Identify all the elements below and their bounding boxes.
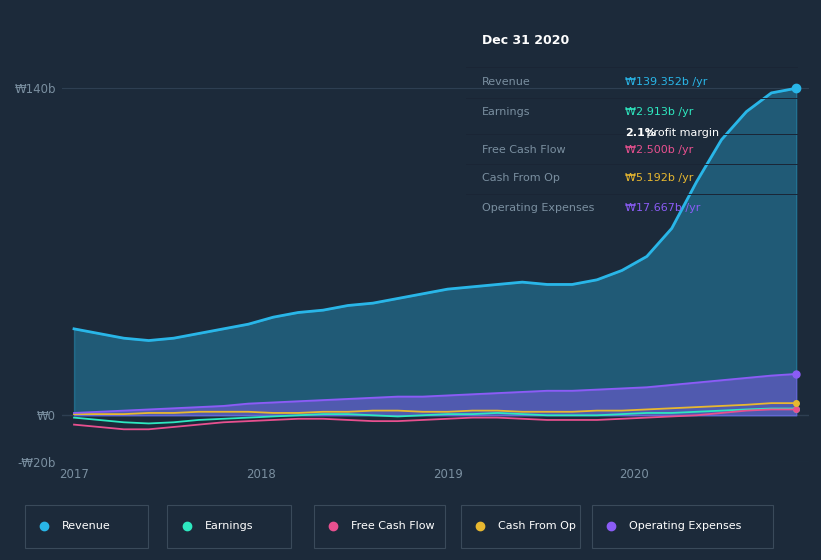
Text: Cash From Op: Cash From Op	[482, 173, 560, 183]
Text: profit margin: profit margin	[644, 128, 719, 138]
Text: Operating Expenses: Operating Expenses	[629, 521, 741, 531]
Text: Free Cash Flow: Free Cash Flow	[351, 521, 434, 531]
Text: ₩2.500b /yr: ₩2.500b /yr	[625, 144, 694, 155]
Text: Earnings: Earnings	[204, 521, 253, 531]
Text: Dec 31 2020: Dec 31 2020	[482, 35, 570, 48]
Text: Operating Expenses: Operating Expenses	[482, 203, 594, 213]
Text: 2.1%: 2.1%	[625, 128, 656, 138]
Text: Revenue: Revenue	[62, 521, 110, 531]
Text: Cash From Op: Cash From Op	[498, 521, 576, 531]
Text: ₩139.352b /yr: ₩139.352b /yr	[625, 77, 708, 87]
Text: Free Cash Flow: Free Cash Flow	[482, 144, 566, 155]
Text: Earnings: Earnings	[482, 107, 530, 117]
Text: Revenue: Revenue	[482, 77, 531, 87]
Text: ₩5.192b /yr: ₩5.192b /yr	[625, 173, 694, 183]
Text: ₩2.913b /yr: ₩2.913b /yr	[625, 107, 694, 117]
Text: ₩17.667b /yr: ₩17.667b /yr	[625, 203, 700, 213]
